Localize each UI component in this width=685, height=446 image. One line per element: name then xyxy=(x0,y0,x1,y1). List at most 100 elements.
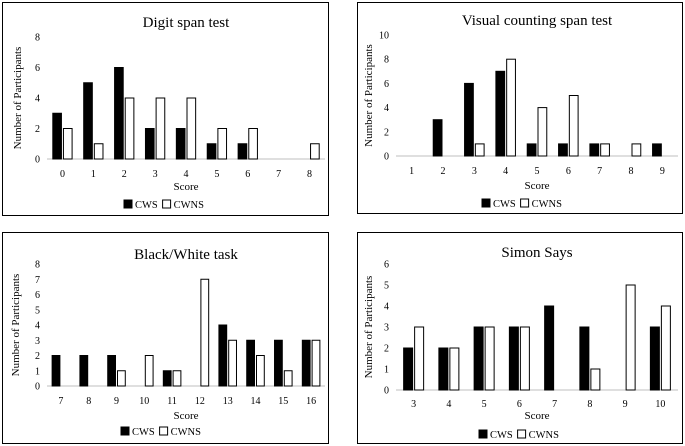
bar-cws-6 xyxy=(558,143,568,157)
legend-label-cwns: CWNS xyxy=(171,427,201,438)
chart-svg-digit-span: Digit span test 0 2 4 6 8 0 1 2 3 4 5 6 7 8 Score Number… xyxy=(12,15,325,211)
x-tick-label: 10 xyxy=(139,396,149,407)
bar-cws-7 xyxy=(51,355,61,387)
y-tick-label: 7 xyxy=(35,275,40,286)
y-tick-label: 2 xyxy=(35,124,40,135)
y-tick-label: 1 xyxy=(35,366,40,377)
bar-cws-2 xyxy=(432,119,443,157)
chart-svg-simon-says: Simon Says 0 1 2 3 4 5 6 3 4 5 6 7 8 9 10 Score Number of… xyxy=(363,245,678,441)
y-tick-label: 4 xyxy=(35,94,40,105)
legend-label-cws: CWS xyxy=(135,200,158,211)
x-tick-label: 7 xyxy=(597,166,602,177)
bar-cws-8 xyxy=(579,326,590,391)
chart-title: Digit span test xyxy=(143,15,230,31)
x-tick-label: 14 xyxy=(251,396,261,407)
bar-cwns-5 xyxy=(217,128,228,160)
chart-panel-black-white: Black/White task 0 1 2 3 4 5 6 7 8 7 8 9 10 11 12 13 14 15… xyxy=(2,232,329,444)
chart-panel-visual-counting: Visual counting span test 0 2 4 6 8 10 1 2 3 4 5 6 7 8… xyxy=(357,2,683,214)
chart-title: Simon Says xyxy=(501,245,572,261)
bar-cwns-6 xyxy=(519,326,530,391)
bar-cwns-2 xyxy=(124,97,135,160)
y-tick-label: 6 xyxy=(384,79,389,90)
x-tick-label: 8 xyxy=(629,166,634,177)
x-tick-label: 7 xyxy=(58,396,63,407)
y-tick-label: 6 xyxy=(35,290,40,301)
bar-cws-4 xyxy=(495,70,506,157)
legend-label-cws: CWS xyxy=(132,427,155,438)
x-tick-label: 6 xyxy=(245,169,250,180)
x-tick-label: 2 xyxy=(441,166,446,177)
bar-cws-9 xyxy=(107,355,117,387)
bar-cwns-6 xyxy=(248,128,258,160)
bar-cwns-8 xyxy=(310,143,320,160)
bar-cws-6 xyxy=(508,326,519,391)
bar-cws-5 xyxy=(473,326,484,391)
legend-swatch-cwns xyxy=(159,426,169,436)
bar-cwns-3 xyxy=(474,143,485,157)
bar-cwns-13 xyxy=(228,339,237,387)
bar-cws-5 xyxy=(526,143,537,157)
x-tick-label: 8 xyxy=(307,169,312,180)
y-tick-label: 6 xyxy=(35,63,40,74)
y-tick-label: 0 xyxy=(384,386,389,397)
legend-swatch-cws xyxy=(481,198,491,208)
y-axis-title: Number of Participants xyxy=(12,47,24,150)
x-tick-label: 9 xyxy=(623,399,628,410)
bar-cwns-3 xyxy=(155,97,166,160)
bar-cws-4 xyxy=(175,128,186,160)
x-axis-title: Score xyxy=(173,410,198,422)
x-tick-label: 9 xyxy=(660,166,665,177)
legend-label-cwns: CWNS xyxy=(532,199,562,210)
legend-swatch-cwns xyxy=(517,429,527,439)
x-tick-label: 8 xyxy=(587,399,592,410)
x-tick-label: 6 xyxy=(517,399,522,410)
y-axis-title: Number of Participants xyxy=(10,274,22,377)
bar-cws-8 xyxy=(79,355,89,387)
bar-cwns-8 xyxy=(590,368,601,391)
bar-cwns-9 xyxy=(117,370,126,387)
bar-cwns-4 xyxy=(449,347,460,391)
x-tick-label: 5 xyxy=(214,169,219,180)
chart-title: Visual counting span test xyxy=(462,13,613,29)
x-tick-label: 3 xyxy=(411,399,416,410)
bar-cws-5 xyxy=(206,143,217,160)
y-tick-label: 10 xyxy=(379,31,389,42)
legend-swatch-cws xyxy=(478,429,488,439)
x-tick-label: 7 xyxy=(276,169,281,180)
bar-cwns-8 xyxy=(631,143,642,157)
bar-cws-3 xyxy=(403,347,414,391)
x-tick-label: 0 xyxy=(60,169,65,180)
x-tick-label: 4 xyxy=(446,399,451,410)
legend-label-cwns: CWNS xyxy=(529,430,559,441)
bar-cws-4 xyxy=(438,347,449,391)
bar-cwns-16 xyxy=(311,339,321,387)
bar-cwns-4 xyxy=(186,97,197,160)
x-tick-label: 7 xyxy=(552,399,557,410)
y-tick-label: 0 xyxy=(384,152,389,163)
y-tick-label: 1 xyxy=(384,365,389,376)
bar-cwns-6 xyxy=(568,95,579,157)
legend-label-cws: CWS xyxy=(490,430,513,441)
x-axis-title: Score xyxy=(173,181,198,193)
bar-cwns-14 xyxy=(256,355,265,387)
chart-panel-simon-says: Simon Says 0 1 2 3 4 5 6 3 4 5 6 7 8 9 10 Score Number of… xyxy=(357,232,683,444)
bar-cws-7 xyxy=(544,305,555,391)
x-tick-label: 4 xyxy=(503,166,508,177)
legend-label-cwns: CWNS xyxy=(174,200,204,211)
bar-cws-14 xyxy=(246,339,256,387)
x-tick-label: 10 xyxy=(655,399,665,410)
y-tick-label: 4 xyxy=(384,302,389,313)
y-tick-label: 8 xyxy=(35,260,40,271)
x-tick-label: 12 xyxy=(195,396,205,407)
y-tick-label: 0 xyxy=(35,382,40,393)
legend-label-cws: CWS xyxy=(493,199,516,210)
y-axis-title: Number of Participants xyxy=(363,44,375,147)
bar-cws-6 xyxy=(237,143,248,160)
x-tick-label: 3 xyxy=(472,166,477,177)
bar-cwns-9 xyxy=(625,284,636,391)
x-axis-title: Score xyxy=(524,180,549,192)
x-tick-label: 11 xyxy=(167,396,177,407)
x-tick-label: 5 xyxy=(535,166,540,177)
